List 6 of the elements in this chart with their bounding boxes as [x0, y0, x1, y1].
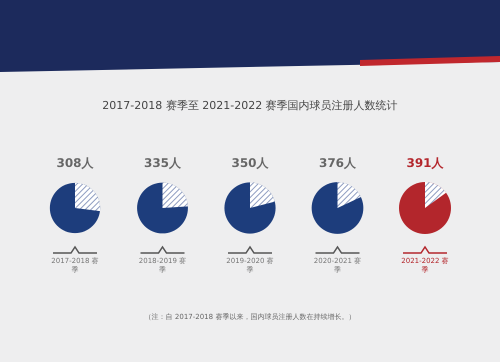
data-label: 376人 — [318, 155, 358, 172]
data-label: 350人 — [230, 155, 270, 172]
data-label: 391人 — [405, 155, 445, 172]
text: 2017-2018 赛季至 2021-2022 赛季国内球员注册人数统计 — [101, 98, 399, 113]
data-label: 308人 — [55, 155, 95, 172]
data-label: 335人 — [142, 155, 182, 172]
